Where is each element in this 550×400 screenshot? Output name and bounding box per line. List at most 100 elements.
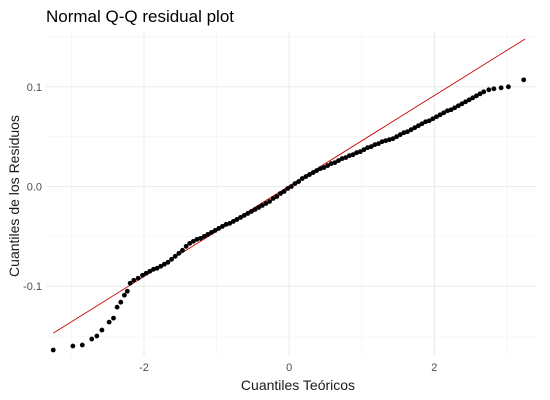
data-point <box>506 84 511 90</box>
data-point <box>486 87 492 93</box>
data-point <box>50 347 56 353</box>
y-tick-label: 0.0 <box>27 182 42 194</box>
data-point <box>419 121 425 127</box>
data-point <box>307 172 312 177</box>
data-point <box>154 265 160 271</box>
data-point <box>470 95 476 101</box>
data-point <box>466 97 472 103</box>
data-point <box>365 145 370 151</box>
data-point <box>274 194 280 199</box>
data-point <box>249 209 254 214</box>
data-point <box>169 256 174 262</box>
y-tick-label: -0.1 <box>23 281 42 293</box>
data-point <box>405 129 410 135</box>
data-point <box>234 217 240 222</box>
data-point <box>445 108 450 114</box>
data-point <box>318 166 323 171</box>
data-point <box>161 261 167 267</box>
data-point <box>267 199 272 204</box>
data-point <box>252 207 258 212</box>
data-point <box>452 105 458 111</box>
data-point <box>423 119 429 125</box>
y-tick-label: 0.1 <box>27 82 42 94</box>
data-point <box>118 299 124 305</box>
data-point <box>332 160 338 165</box>
data-point <box>339 156 345 162</box>
data-point <box>278 191 283 196</box>
data-point <box>165 259 171 265</box>
data-point <box>477 91 483 97</box>
data-point <box>180 247 185 253</box>
data-point <box>106 319 112 325</box>
data-point <box>350 152 356 158</box>
data-point <box>187 240 193 246</box>
data-point <box>172 253 178 259</box>
x-axis-ticks: -2 0 2 <box>139 362 437 374</box>
data-point <box>401 130 407 136</box>
data-point <box>292 181 298 186</box>
data-point <box>459 101 465 107</box>
data-point <box>430 116 436 122</box>
data-point <box>151 266 156 272</box>
data-point <box>491 86 497 92</box>
data-point <box>394 134 400 140</box>
data-point <box>386 137 392 143</box>
data-point <box>190 238 196 244</box>
data-point <box>310 170 316 175</box>
data-point <box>140 272 145 278</box>
data-point <box>198 235 204 241</box>
data-point <box>201 233 207 239</box>
points-group <box>50 77 527 353</box>
data-point <box>99 327 105 333</box>
x-axis-title: Cuantiles Teóricos <box>241 377 355 393</box>
data-point <box>127 280 133 286</box>
data-point <box>176 250 182 256</box>
data-point <box>368 144 374 150</box>
data-point <box>227 221 233 226</box>
data-point <box>114 304 120 310</box>
data-point <box>89 336 95 342</box>
data-point <box>194 236 200 242</box>
data-point <box>212 227 218 233</box>
data-point <box>183 243 189 249</box>
data-point <box>220 224 225 229</box>
data-point <box>288 184 294 189</box>
data-point <box>122 292 127 298</box>
data-point <box>263 201 269 206</box>
data-point <box>223 222 229 227</box>
data-point <box>390 136 396 142</box>
data-point <box>397 132 403 138</box>
data-point <box>216 225 222 231</box>
data-point <box>303 174 309 179</box>
data-point <box>361 147 367 153</box>
data-point <box>426 118 432 124</box>
data-point <box>372 142 378 148</box>
data-point <box>238 215 243 220</box>
data-point <box>321 165 327 170</box>
data-point <box>281 189 287 194</box>
data-point <box>347 153 352 159</box>
data-point <box>416 123 421 129</box>
data-point <box>209 229 214 235</box>
data-point <box>143 270 149 276</box>
data-point <box>124 288 130 294</box>
data-point <box>379 139 385 145</box>
data-point <box>299 176 305 181</box>
data-point <box>158 263 164 269</box>
data-point <box>325 163 331 168</box>
x-tick-label: -2 <box>139 362 149 374</box>
data-point <box>94 333 100 339</box>
data-point <box>437 112 443 118</box>
data-point <box>521 77 527 83</box>
data-point <box>79 342 85 348</box>
data-point <box>498 85 504 91</box>
data-point <box>205 231 211 237</box>
data-point <box>383 138 389 144</box>
data-point <box>448 107 454 113</box>
data-point <box>336 158 341 164</box>
data-point <box>285 186 291 191</box>
data-point <box>245 211 251 216</box>
data-point <box>111 315 116 321</box>
data-point <box>328 161 334 166</box>
